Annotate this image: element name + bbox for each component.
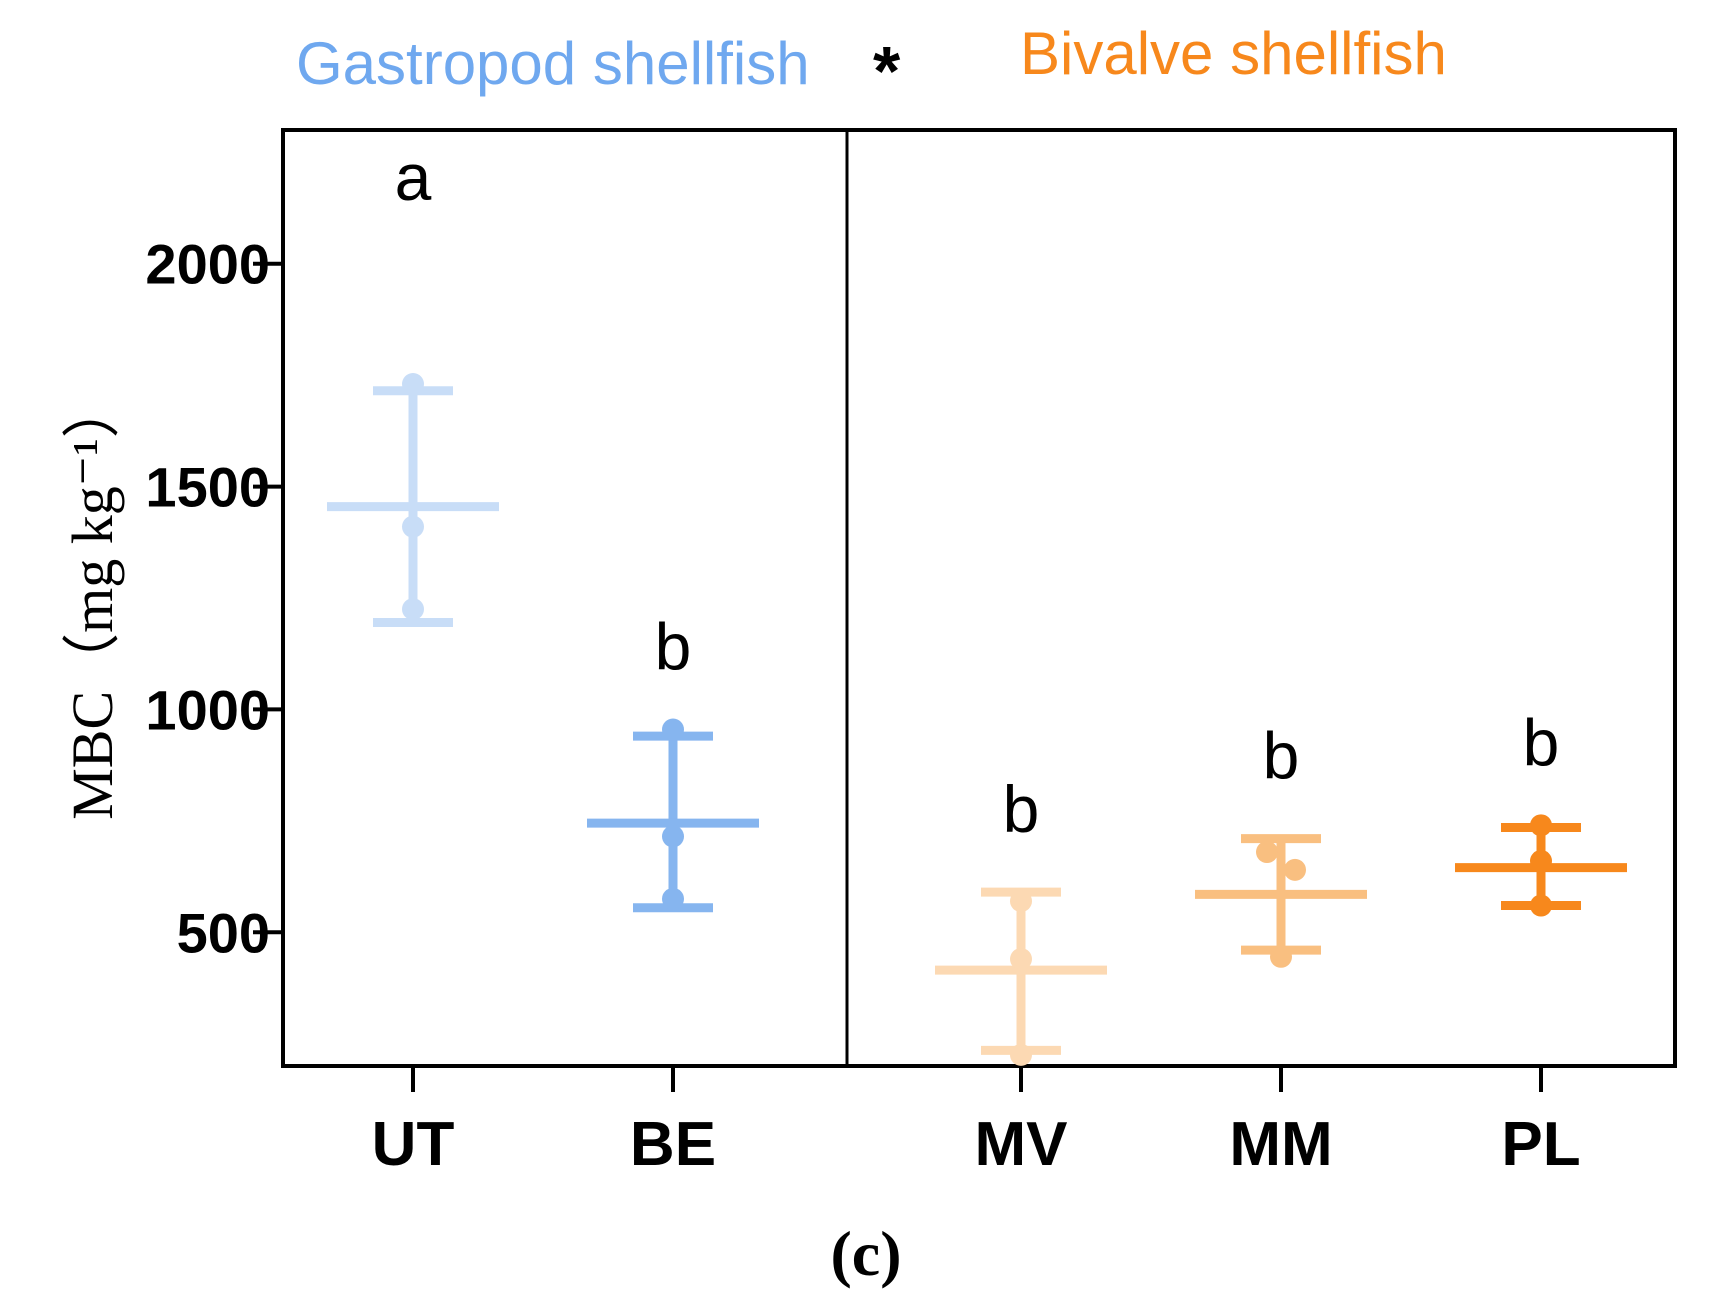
- data-point: [662, 825, 684, 848]
- data-point: [402, 515, 424, 538]
- y-tick-label: 1000: [145, 678, 270, 741]
- significance-letter: b: [1263, 719, 1300, 793]
- y-axis: 500 1000 1500 2000: [145, 233, 283, 964]
- data-point: [662, 887, 684, 910]
- data-point: [1010, 948, 1032, 971]
- significance-letter: a: [395, 140, 432, 214]
- significance-star: *: [873, 32, 901, 110]
- y-tick-label: 1500: [145, 456, 270, 519]
- data-point: [1256, 841, 1278, 864]
- x-tick-label: BE: [630, 1110, 716, 1179]
- significance-letter: b: [1003, 772, 1040, 846]
- data-point: [402, 598, 424, 621]
- data-point: [1010, 1043, 1032, 1066]
- series-pl: b: [1455, 705, 1627, 917]
- significance-letter: b: [655, 609, 692, 683]
- plot-frame: [281, 128, 1677, 1068]
- x-tick-label: PL: [1501, 1110, 1580, 1179]
- data-point: [1530, 849, 1552, 872]
- y-tick-label: 500: [177, 901, 270, 964]
- data-point: [662, 718, 684, 741]
- data-marks: a b b b b: [327, 140, 1627, 1066]
- data-point: [1530, 894, 1552, 917]
- x-tick-label: MV: [975, 1110, 1068, 1179]
- significance-letter: b: [1523, 705, 1560, 779]
- data-point: [1530, 814, 1552, 837]
- data-point: [1284, 858, 1306, 881]
- x-tick-label: MM: [1229, 1110, 1332, 1179]
- series-be: b: [587, 609, 759, 913]
- data-point: [1270, 945, 1292, 968]
- group-title-gastropod: Gastropod shellfish: [296, 30, 810, 97]
- series-mv: b: [935, 772, 1107, 1066]
- series-mm: b: [1195, 719, 1367, 968]
- data-point: [1010, 890, 1032, 913]
- x-axis: UT BE MV MM PL: [372, 1066, 1581, 1179]
- y-tick-label: 2000: [145, 233, 270, 296]
- panel-label: (c): [830, 1218, 901, 1289]
- y-axis-title: MBC（mg kg⁻¹）: [60, 380, 125, 820]
- x-tick-label: UT: [372, 1110, 455, 1179]
- series-ut: a: [327, 140, 499, 628]
- group-title-bivalve: Bivalve shellfish: [1020, 20, 1447, 87]
- data-point: [402, 373, 424, 396]
